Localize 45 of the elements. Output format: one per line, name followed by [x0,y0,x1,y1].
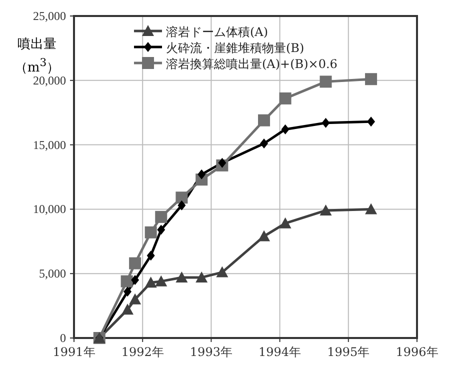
legend-label: 火砕流・崖錐堆積物量(B) [166,41,304,55]
point [144,226,157,238]
legend-label: 溶岩ドーム体積(A) [166,25,268,39]
point [367,116,376,127]
point [258,230,270,242]
point [216,266,228,278]
x-tick-label: 1992年 [121,345,164,359]
x-tick-label: 1995年 [327,345,370,359]
point [176,192,188,204]
point [365,73,378,86]
point [176,271,188,282]
point [178,200,186,210]
point [155,275,168,286]
point [129,257,142,270]
point [155,210,168,223]
y-tick-label: 25,000 [33,9,66,23]
point [122,304,134,315]
legend-label: 溶岩換算総噴出量(A)+(B)×0.6 [166,57,338,71]
point [279,92,292,104]
y-tick-label: 5,000 [39,266,66,281]
point [196,271,208,282]
point [129,293,142,304]
point [120,275,133,288]
point [322,118,330,128]
y-tick-label: 0 [60,331,66,345]
point [146,250,155,261]
point [124,286,132,297]
y-tick-label: 10,000 [33,202,66,216]
y-tick-label: 15,000 [33,138,66,152]
point [218,158,226,168]
point [320,76,332,88]
point [279,217,292,228]
x-tick-label: 1991年 [52,345,96,359]
point [320,204,332,216]
point [281,124,290,134]
point [365,203,378,214]
x-tick-label: 1996年 [396,345,438,359]
point [258,114,270,126]
point [157,224,166,235]
point [260,138,268,149]
point [198,169,206,180]
x-tick-label: 1994年 [258,345,302,359]
point [131,275,140,286]
point [144,276,157,288]
x-tick-label: 1993年 [190,345,232,359]
